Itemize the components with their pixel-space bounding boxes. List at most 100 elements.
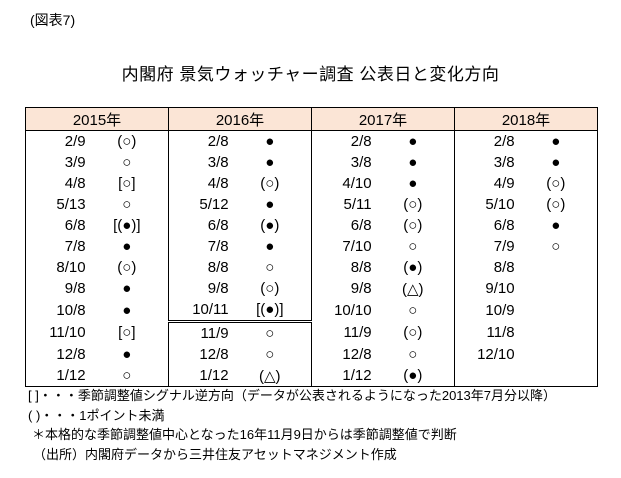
publication-date: 3/9 — [64, 154, 86, 171]
survey-publication-table: 2015年 2016年 2017年 2018年 2/9 (○) 2/8 ● 2/8 ● 2/8 ● 3… — [25, 107, 598, 387]
direction-mark: ○ — [265, 325, 275, 342]
table-cell: 5/12 ● — [168, 194, 312, 215]
table-cell: 7/10 ○ — [311, 236, 455, 257]
table-cell: 8/8 (●) — [311, 257, 455, 278]
direction-mark: ● — [551, 133, 561, 150]
table-cell: 4/8 (○) — [168, 173, 312, 194]
publication-date: 3/8 — [207, 154, 229, 171]
direction-mark: ● — [265, 238, 275, 255]
footnotes: [ ]・・・季節調整値シグナル逆方向（データが公表されるようになった2013年7… — [28, 386, 608, 464]
table-cell: 12/8 ● — [25, 344, 169, 365]
publication-date: 4/9 — [493, 175, 515, 192]
cell-content: 4/10 ● — [312, 175, 454, 192]
year-header: 2018年 — [454, 107, 598, 131]
cell-content: 3/9 ○ — [26, 154, 168, 171]
publication-date: 7/9 — [493, 238, 515, 255]
table-cell: 5/10 (○) — [454, 194, 598, 215]
table-cell: 8/10 (○) — [25, 257, 169, 278]
publication-date: 2/8 — [493, 133, 515, 150]
publication-date: 5/10 — [485, 196, 515, 213]
table-cell: 8/8 — [454, 257, 598, 278]
table-cell — [454, 365, 598, 387]
table-cell: 10/8 ● — [25, 299, 169, 322]
publication-date: 7/8 — [64, 238, 86, 255]
direction-mark: ○ — [408, 346, 418, 363]
table-cell: 2/8 ● — [454, 130, 598, 152]
table-cell: 6/8 ● — [454, 215, 598, 236]
publication-date: 10/8 — [56, 301, 86, 319]
direction-mark: (●) — [260, 217, 280, 234]
cell-content: 8/8 (●) — [312, 259, 454, 276]
table-cell: 8/8 ○ — [168, 257, 312, 278]
publication-date: 11/8 — [486, 324, 515, 342]
cell-content: 4/9 (○) — [455, 175, 597, 192]
table-cell: 9/10 — [454, 278, 598, 299]
cell-content: 7/10 ○ — [312, 238, 454, 255]
cell-content: 11/9 (○) — [312, 324, 454, 341]
publication-date: 3/8 — [350, 154, 372, 171]
table-cell: 7/8 ● — [25, 236, 169, 257]
publication-date: 7/10 — [342, 238, 372, 255]
cell-content: 5/13 ○ — [26, 196, 168, 213]
cell-content: 12/10 — [455, 346, 597, 363]
cell-content: 7/9 ○ — [455, 238, 597, 255]
table-cell: 9/8 (○) — [168, 278, 312, 299]
table-row: 5/13 ○ 5/12 ● 5/11 (○) 5/10 (○) — [25, 194, 598, 215]
direction-mark: (○) — [260, 175, 280, 192]
cell-content: 5/10 (○) — [455, 196, 597, 213]
table-row: 10/8 ● 10/11 [(●)] 10/10 ○ 10/9 — [25, 299, 598, 323]
table-cell: 1/12 (△) — [168, 365, 312, 387]
year-header-row: 2015年 2016年 2017年 2018年 — [25, 107, 598, 131]
publication-date: 5/12 — [199, 196, 229, 213]
cell-content: 1/12 (●) — [312, 367, 454, 384]
publication-date: 2/8 — [207, 133, 229, 150]
direction-mark: ○ — [265, 259, 275, 276]
publication-date: 1/12 — [199, 367, 229, 384]
publication-date: 11/9 — [343, 324, 372, 342]
direction-mark: (△) — [402, 280, 424, 298]
cell-content: 6/8 ● — [455, 217, 597, 234]
page-title: 内閣府 景気ウォッチャー調査 公表日と変化方向 — [121, 65, 500, 84]
direction-mark: ● — [265, 133, 275, 150]
footnote-seasonal-adjustment: ＊本格的な季節調整値中心となった16年11月9日からは季節調整値で判断 — [32, 427, 457, 442]
table-cell: 12/8 ○ — [168, 344, 312, 365]
cell-content: 3/8 ● — [455, 154, 597, 171]
cell-content: 8/10 (○) — [26, 259, 168, 276]
publication-date: 2/8 — [350, 133, 372, 150]
cell-content: 10/8 ● — [26, 302, 168, 319]
direction-mark: ● — [408, 175, 418, 192]
table-cell: 3/9 ○ — [25, 152, 169, 173]
cell-content: 12/8 ● — [26, 346, 168, 363]
publication-date: 10/10 — [334, 301, 372, 319]
publication-date: 4/10 — [342, 175, 372, 192]
footnote-bracket-legend: [ ]・・・季節調整値シグナル逆方向（データが公表されるようになった2013年7… — [28, 388, 556, 403]
table-cell: 4/9 (○) — [454, 173, 598, 194]
publication-date: 4/8 — [207, 175, 229, 192]
cell-content: 7/8 ● — [26, 238, 168, 255]
direction-mark: (○) — [117, 133, 137, 150]
publication-date: 3/8 — [493, 154, 515, 171]
publication-date: 5/13 — [56, 196, 86, 213]
publication-date: 10/11 — [192, 301, 229, 318]
direction-mark: ● — [122, 346, 132, 363]
table-row: 1/12 ○ 1/12 (△) 1/12 (●) — [25, 365, 598, 387]
table-cell: 11/10 [○] — [25, 321, 169, 344]
publication-date: 5/11 — [343, 196, 372, 213]
table-row: 8/10 (○) 8/8 ○ 8/8 (●) 8/8 — [25, 257, 598, 278]
publication-date: 8/8 — [493, 259, 515, 276]
publication-date: 6/8 — [350, 217, 372, 234]
table-cell: 7/9 ○ — [454, 236, 598, 257]
cell-content: 7/8 ● — [169, 238, 311, 255]
cell-content: 1/12 (△) — [169, 367, 311, 385]
direction-mark: ● — [551, 154, 561, 171]
table-cell: 3/8 ● — [454, 152, 598, 173]
cell-content: 2/9 (○) — [26, 133, 168, 150]
direction-mark: ● — [122, 301, 132, 319]
cell-content: 2/8 ● — [455, 133, 597, 150]
table-row: 6/8 [(●)] 6/8 (●) 6/8 (○) 6/8 ● — [25, 215, 598, 236]
publication-date: 4/8 — [64, 175, 86, 192]
direction-mark: (●) — [403, 259, 423, 276]
table-row: 9/8 ● 9/8 (○) 9/8 (△) 9/10 — [25, 278, 598, 299]
cell-content: 9/8 (△) — [312, 280, 454, 298]
table-cell: 11/9 (○) — [311, 321, 455, 344]
